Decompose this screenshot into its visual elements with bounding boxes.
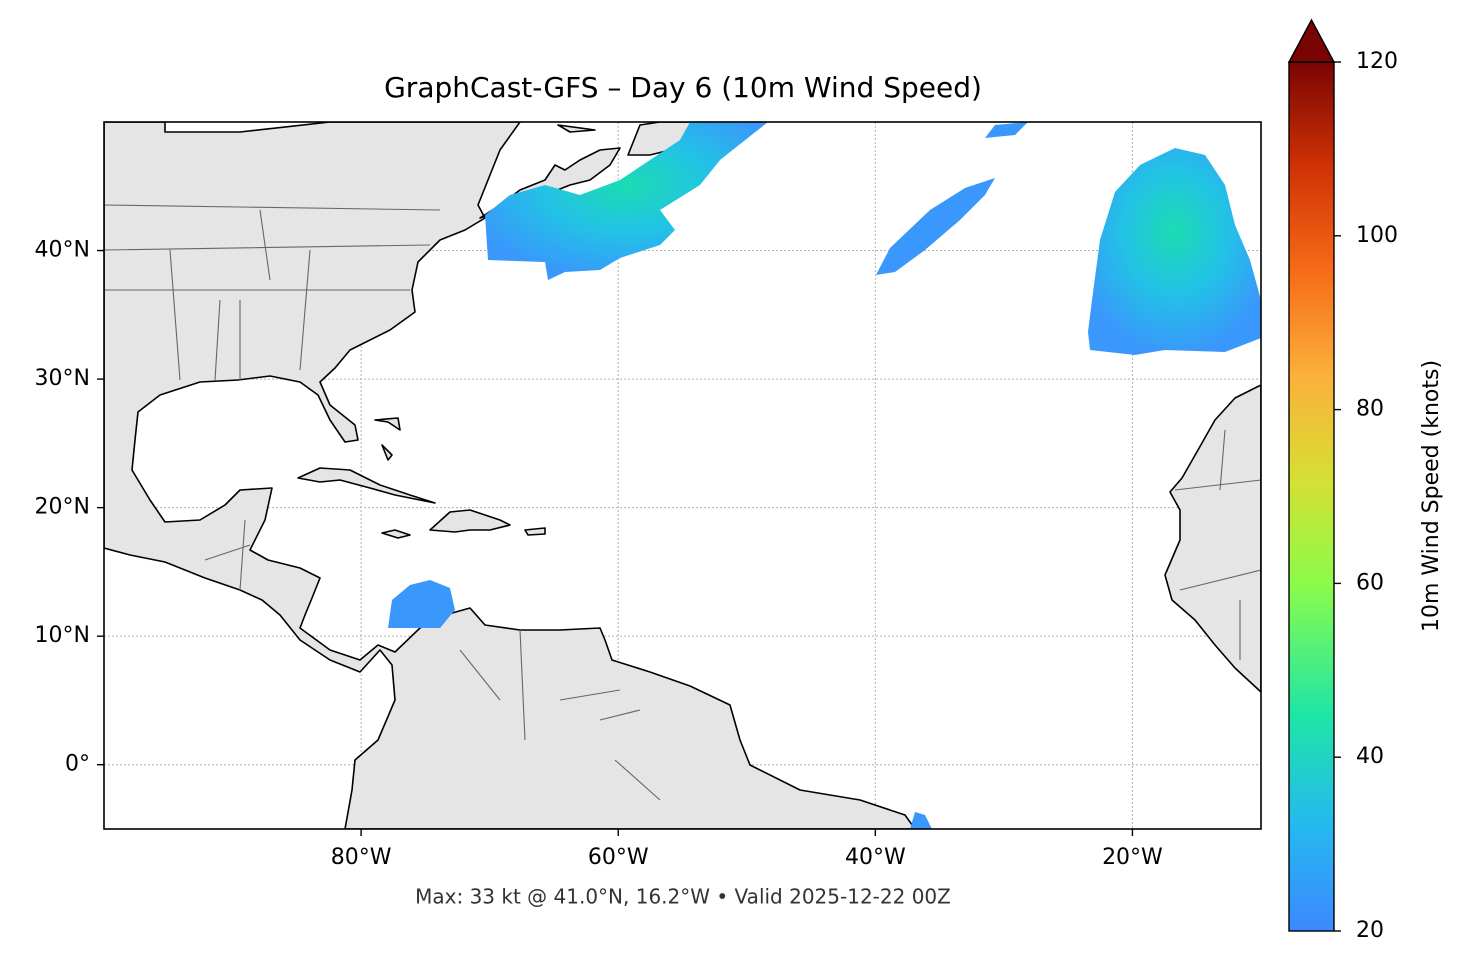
y-tick-label: 10°N <box>35 623 90 648</box>
colorbar-extension <box>1287 18 1336 63</box>
x-tick-label: 60°W <box>588 845 649 870</box>
x-tick-label: 40°W <box>845 845 906 870</box>
colorbar-tick-label: 80 <box>1356 397 1384 422</box>
y-tick-label: 40°N <box>35 238 90 263</box>
x-tick-label: 20°W <box>1102 845 1163 870</box>
wind-field <box>388 122 1261 829</box>
colorbar-tick-label: 60 <box>1356 570 1384 595</box>
colorbar-tick-label: 120 <box>1356 49 1398 74</box>
map <box>104 122 1261 829</box>
chart-title: GraphCast-GFS – Day 6 (10m Wind Speed) <box>384 71 982 104</box>
footer: Max: 33 kt @ 41.0°N, 16.2°W • Valid 2025… <box>415 885 951 909</box>
axes: 80°W 60°W 40°W 20°W 0° 10°N 20°N 30°N 40°N <box>35 238 1164 870</box>
colorbar-label: 10m Wind Speed (knots) <box>1419 360 1444 632</box>
x-tick-label: 80°W <box>331 845 392 870</box>
colorbar-tick-label: 20 <box>1356 918 1384 943</box>
colorbar-gradient <box>1288 61 1335 932</box>
borders <box>104 204 1261 801</box>
americas <box>104 122 916 829</box>
y-tick-label: 0° <box>65 752 90 777</box>
colorbar-tick-label: 40 <box>1356 744 1384 769</box>
map-frame <box>103 121 1262 830</box>
y-tick-label: 30°N <box>35 366 90 391</box>
colorbar: 10m Wind Speed (knots) 20 40 60 80 100 120 <box>1287 18 1444 943</box>
colorbar-tick-label: 100 <box>1356 223 1398 248</box>
africa <box>1164 384 1261 693</box>
islands <box>297 417 546 539</box>
y-tick-label: 20°N <box>35 495 90 520</box>
